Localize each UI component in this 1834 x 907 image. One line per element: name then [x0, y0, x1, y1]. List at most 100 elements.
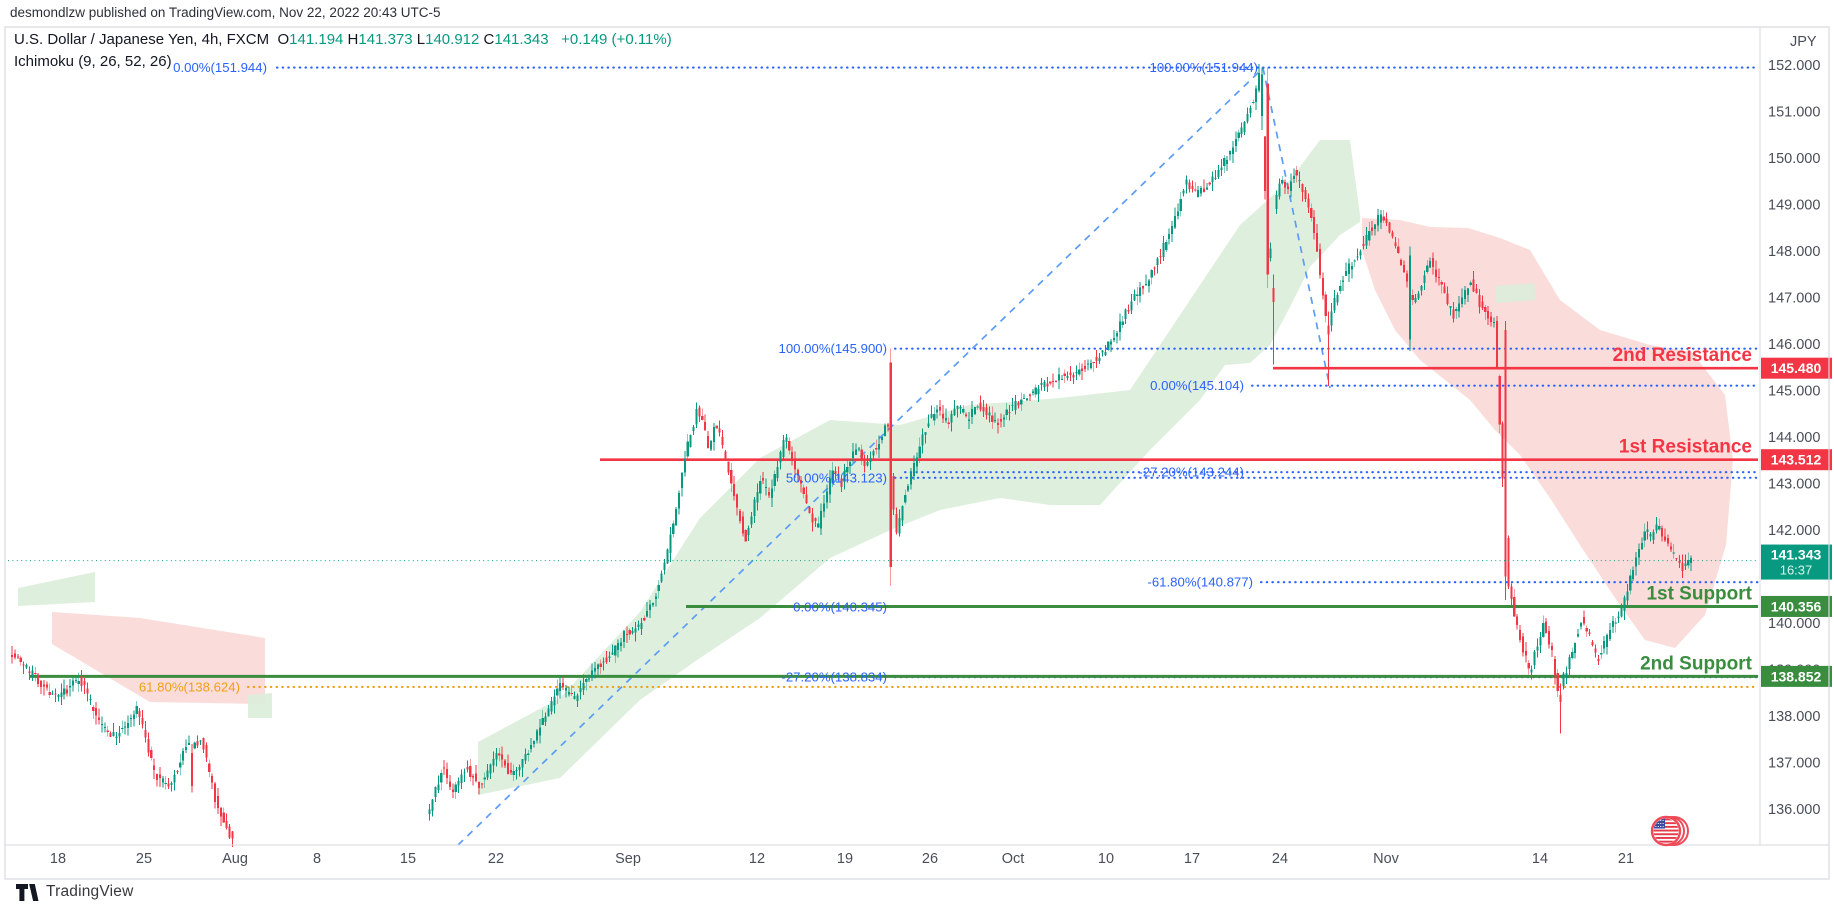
candle-body — [1229, 151, 1232, 155]
price-tick-label: 142.000 — [1768, 523, 1820, 539]
candle-body — [1205, 187, 1208, 190]
candle-body — [1591, 641, 1594, 646]
fib-level-label: 50.00%(143.123) — [786, 470, 887, 485]
candle-body — [1524, 651, 1527, 656]
candle-body — [854, 449, 857, 455]
candle-body — [675, 508, 678, 526]
candle-body — [988, 412, 991, 416]
candle-body — [1350, 265, 1353, 270]
candle-body — [573, 696, 576, 699]
candle-body — [1626, 591, 1629, 601]
time-tick-label: 12 — [749, 851, 765, 867]
candle-body — [489, 764, 492, 774]
candle-body — [678, 492, 681, 509]
candle-body — [933, 414, 936, 421]
candle-body — [811, 513, 814, 523]
candle-body — [1336, 295, 1339, 303]
trendline-dashed[interactable] — [1262, 67, 1331, 389]
candle-body — [1362, 243, 1365, 247]
indicator-label[interactable]: Ichimoku (9, 26, 52, 26) — [14, 53, 172, 70]
candle-body — [956, 406, 959, 410]
trendline-dashed[interactable] — [457, 67, 1264, 846]
candle-body — [738, 510, 741, 522]
candle-body — [1379, 214, 1382, 223]
candle-body — [185, 746, 188, 750]
candle-body — [71, 680, 74, 686]
candle-body — [115, 736, 118, 739]
candle-body — [640, 623, 643, 630]
candle-body — [625, 634, 628, 636]
candle-body — [22, 664, 25, 666]
candle-body — [1475, 288, 1478, 294]
candle-body — [596, 664, 599, 669]
candle-body — [1223, 157, 1226, 167]
2nd-support-label: 2nd Support — [1640, 653, 1753, 674]
symbol-title[interactable]: U.S. Dollar / Japanese Yen, 4h, FXCM — [14, 31, 270, 48]
candle-body — [486, 770, 489, 778]
candle-body — [509, 769, 512, 773]
candle-body — [1353, 260, 1356, 262]
candle-body — [1142, 286, 1145, 289]
candle-body — [173, 775, 176, 783]
price-tick-label: 138.000 — [1768, 709, 1820, 725]
candle-body — [889, 362, 892, 568]
candle-body — [950, 414, 953, 423]
candle-body — [794, 458, 797, 470]
tradingview-brand-text[interactable]: TradingView — [46, 883, 134, 900]
candle-body — [1034, 387, 1037, 395]
candle-body — [1365, 235, 1368, 246]
candle-body — [886, 424, 889, 427]
candle-body — [599, 663, 602, 668]
support-resistance-lines — [30, 366, 1758, 678]
candle-body — [785, 437, 788, 443]
candle-body — [669, 534, 672, 553]
candle-body — [1008, 411, 1011, 414]
candle-body — [161, 778, 164, 783]
candle-body — [883, 425, 886, 437]
candle-body — [51, 693, 54, 695]
candle-body — [718, 428, 721, 433]
candle-body — [686, 441, 689, 457]
candle-body — [1545, 621, 1548, 633]
candle-body — [1133, 294, 1136, 301]
candle-body — [1461, 297, 1464, 305]
candle-body — [541, 718, 544, 725]
candle-body — [782, 439, 785, 457]
candle-body — [454, 784, 457, 792]
candle-body — [1289, 181, 1292, 192]
candle-body — [820, 510, 823, 529]
candle-body — [622, 630, 625, 643]
candle-body — [1066, 375, 1069, 379]
candle-body — [1681, 563, 1684, 572]
candle-body — [225, 820, 228, 829]
time-tick-label: 17 — [1184, 851, 1200, 867]
candle-body — [31, 670, 34, 675]
candle-body — [121, 728, 124, 730]
candle-body — [657, 584, 660, 592]
us-flag-badge-icon[interactable] — [1650, 815, 1689, 847]
candle-body — [570, 693, 573, 695]
candle-body — [805, 494, 808, 503]
candle-body — [1568, 657, 1571, 669]
price-tag — [1761, 357, 1832, 379]
candle-body — [1194, 189, 1197, 191]
price-tick-label: 149.000 — [1768, 198, 1820, 214]
candle-body — [1347, 263, 1350, 275]
candle-body — [1582, 617, 1585, 624]
candle-body — [1092, 361, 1095, 363]
candle-body — [1632, 570, 1635, 580]
candle-body — [170, 783, 173, 785]
candle-body — [631, 631, 634, 633]
candle-body — [814, 518, 817, 522]
candle-body — [1072, 374, 1075, 378]
time-tick-label: 25 — [136, 851, 152, 867]
candle-body — [211, 776, 214, 783]
time-tick-label: Aug — [222, 851, 248, 867]
candle-body — [1617, 616, 1620, 618]
candle-body — [1339, 285, 1342, 291]
fib-level-label: 100.00%(145.900) — [778, 341, 887, 356]
candle-body — [11, 654, 14, 658]
candle-body — [628, 630, 631, 635]
candle-body — [701, 415, 704, 421]
